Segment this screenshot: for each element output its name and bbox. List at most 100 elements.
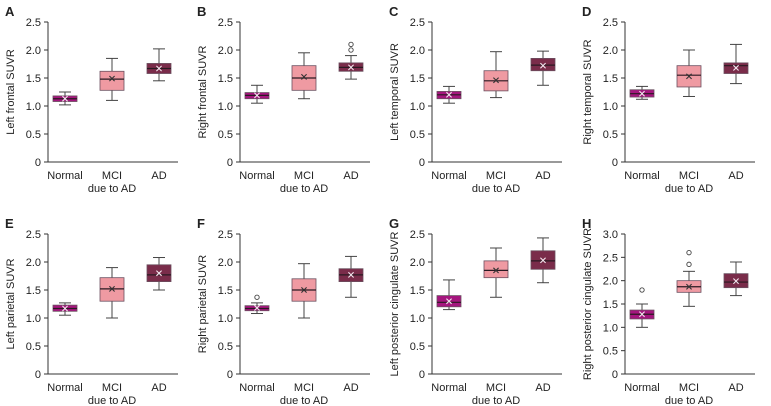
y-tick-label: 1.5 xyxy=(410,285,425,297)
x-tick-label-ad: AD xyxy=(728,382,743,394)
x-tick-label-line: MCI xyxy=(102,170,122,182)
y-axis-label: Right posterior cingulate SUVR xyxy=(582,228,594,380)
y-axis-label: Left temporal SUVR xyxy=(389,43,401,141)
y-tick-label: 1.0 xyxy=(603,322,618,334)
x-tick-label-ad: AD xyxy=(343,170,358,182)
box-normal xyxy=(244,84,270,104)
box-mci xyxy=(291,263,317,319)
y-tick-label: 2.5 xyxy=(26,229,41,241)
x-tick-label-line: Normal xyxy=(624,170,659,182)
mean-marker xyxy=(446,298,452,305)
x-tick-label-mci: MCI due to AD xyxy=(280,382,328,406)
box-ad xyxy=(146,257,172,291)
mean-marker xyxy=(254,92,260,99)
panel-c: C Left temporal SUVR 0 0.5 1.0 1.5 2.0 2.5 Norma… xyxy=(389,4,562,195)
y-tick-label: 1.5 xyxy=(218,285,233,297)
panel-d: D Right temporal SUVR 0 0.5 1.0 1.5 2.0 2.5 Norm… xyxy=(582,4,755,195)
panel-letter: H xyxy=(582,216,591,231)
y-tick-label: 2.0 xyxy=(410,45,425,57)
mean-marker xyxy=(639,90,645,97)
x-tick-label-ad: AD xyxy=(151,382,166,394)
x-tick-label-line: due to AD xyxy=(88,395,136,406)
box-ad xyxy=(338,255,364,298)
box-mci xyxy=(99,57,125,101)
panel-letter: C xyxy=(389,4,399,19)
mean-marker xyxy=(540,257,546,264)
x-tick-label-line: AD xyxy=(728,382,743,394)
box-mci xyxy=(676,250,702,307)
x-tick-label-line: AD xyxy=(151,382,166,394)
panel-b: B Right frontal SUVR 0 0.5 1.0 1.5 2.0 2.5 Norma… xyxy=(197,4,370,195)
mean-marker xyxy=(301,73,307,80)
x-tick-label-line: AD xyxy=(343,170,358,182)
y-tick-label: 2.5 xyxy=(603,17,618,29)
x-tick-label-mci: MCI due to AD xyxy=(665,170,713,195)
y-tick-label: 1.5 xyxy=(26,285,41,297)
y-tick-label: 0.5 xyxy=(603,129,618,141)
y-tick-label: 1.0 xyxy=(26,101,41,113)
x-tick-label-line: AD xyxy=(535,382,550,394)
y-tick-label: 0 xyxy=(419,369,425,381)
y-tick-label: 0.5 xyxy=(26,341,41,353)
y-tick-label: 1.0 xyxy=(410,313,425,325)
x-tick-label-line: Normal xyxy=(239,382,274,394)
y-tick-label: 0.5 xyxy=(603,346,618,358)
y-axis-label: Right frontal SUVR xyxy=(197,45,209,138)
x-tick-label-line: due to AD xyxy=(665,395,713,406)
mean-marker xyxy=(493,77,499,84)
panel-a: A Left frontal SUVR 0 0.5 1.0 1.5 2.0 2.5 Normal… xyxy=(5,4,178,195)
box-normal xyxy=(244,294,270,315)
mean-marker xyxy=(109,75,115,82)
y-tick-label: 0 xyxy=(35,369,41,381)
x-tick-label-mci: MCI due to AD xyxy=(472,170,520,195)
box-ad xyxy=(723,43,749,85)
y-tick-label: 1.0 xyxy=(410,101,425,113)
box-ad xyxy=(530,50,556,86)
box-ad xyxy=(338,41,364,80)
box-normal xyxy=(629,287,655,328)
y-tick-label: 0 xyxy=(227,157,233,169)
x-tick-label-line: MCI xyxy=(486,170,506,182)
panel-letter: A xyxy=(5,4,15,19)
outlier-point xyxy=(348,47,354,53)
y-tick-label: 0.5 xyxy=(218,341,233,353)
x-tick-label-line: due to AD xyxy=(472,395,520,406)
y-tick-label: 2.5 xyxy=(26,17,41,29)
x-tick-label-line: AD xyxy=(728,170,743,182)
box-ad xyxy=(146,48,172,82)
y-tick-label: 1.0 xyxy=(603,101,618,113)
x-tick-label-line: AD xyxy=(535,170,550,182)
x-tick-label-normal: Normal xyxy=(624,170,659,182)
x-tick-label-ad: AD xyxy=(535,170,550,182)
y-tick-label: 0.5 xyxy=(410,129,425,141)
y-tick-label: 0 xyxy=(612,369,618,381)
y-tick-label: 0.5 xyxy=(410,341,425,353)
y-tick-label: 3.0 xyxy=(603,229,618,241)
y-tick-label: 1.0 xyxy=(218,313,233,325)
y-tick-label: 2.5 xyxy=(218,17,233,29)
box-normal xyxy=(436,279,462,311)
y-tick-label: 2.0 xyxy=(603,45,618,57)
y-tick-label: 1.5 xyxy=(603,73,618,85)
y-tick-label: 1.5 xyxy=(410,73,425,85)
x-tick-label-mci: MCI due to AD xyxy=(472,382,520,406)
box-normal xyxy=(629,85,655,100)
y-tick-label: 1.0 xyxy=(26,313,41,325)
box-normal xyxy=(52,91,78,106)
mean-marker xyxy=(62,95,68,102)
box-ad xyxy=(530,237,556,284)
x-tick-label-ad: AD xyxy=(343,382,358,394)
y-tick-label: 2.5 xyxy=(410,17,425,29)
panel-e: E Left parietal SUVR 0 0.5 1.0 1.5 2.0 2.5 Norma… xyxy=(5,216,178,406)
outlier-point xyxy=(639,287,645,293)
outlier-point xyxy=(686,261,692,267)
mean-marker xyxy=(540,62,546,69)
mean-marker xyxy=(156,65,162,72)
mean-marker xyxy=(493,267,499,274)
box-mci xyxy=(483,51,509,99)
x-tick-label-normal: Normal xyxy=(47,170,82,182)
x-tick-label-line: due to AD xyxy=(280,183,328,195)
box-mci xyxy=(676,49,702,97)
